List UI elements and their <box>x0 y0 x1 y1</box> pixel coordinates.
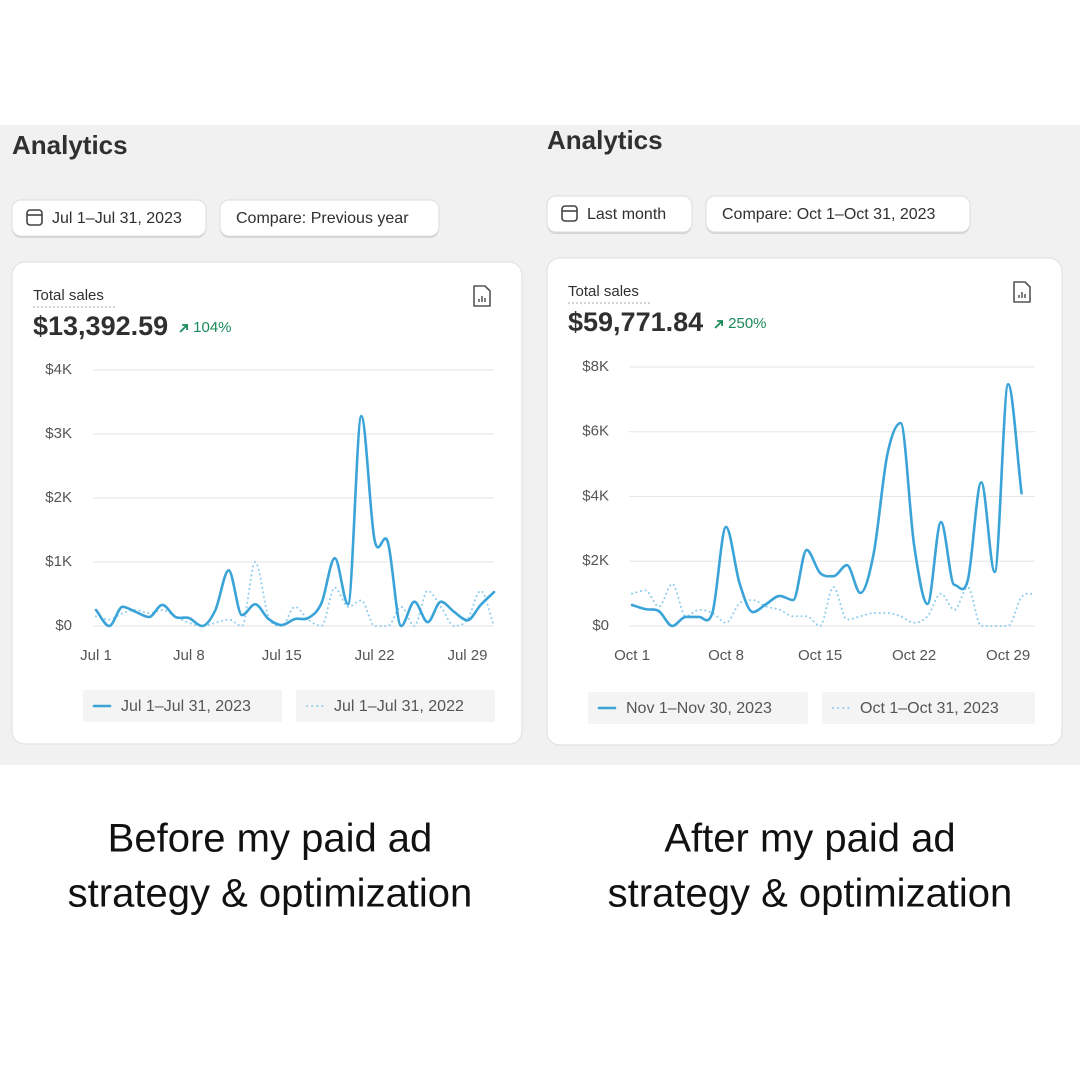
y-tick-label: $8K <box>582 358 609 375</box>
y-tick-label: $3K <box>45 425 72 442</box>
calendar-icon <box>26 209 43 226</box>
heading: Analytics <box>12 130 128 160</box>
series-line <box>630 382 1023 628</box>
legend-label: Nov 1–Nov 30, 2023 <box>626 700 772 717</box>
total-value: $59,771.84 <box>568 307 703 337</box>
y-tick-label: $4K <box>582 487 609 504</box>
y-tick-label: $6K <box>582 423 609 440</box>
x-tick-label: Jul 1 <box>80 647 112 664</box>
x-tick-label: Oct 22 <box>892 647 936 664</box>
caption: strategy & optimization <box>608 872 1013 916</box>
total-value: $13,392.59 <box>33 311 168 341</box>
legend-label: Jul 1–Jul 31, 2022 <box>334 698 464 715</box>
button-label: Last month <box>587 206 666 223</box>
series-line <box>95 560 495 628</box>
export-icon <box>478 296 486 302</box>
export-icon[interactable] <box>473 285 491 307</box>
x-tick-label: Jul 8 <box>173 647 205 664</box>
button-bg <box>219 199 440 237</box>
series-line <box>94 414 496 628</box>
y-tick-label: $0 <box>592 617 609 634</box>
legend-item[interactable]: Jul 1–Jul 31, 2023 <box>83 690 282 722</box>
legend-label: Jul 1–Jul 31, 2023 <box>121 698 251 715</box>
x-tick-label: Oct 29 <box>986 647 1030 664</box>
legend-bg <box>822 692 1035 724</box>
y-tick-label: $2K <box>582 552 609 569</box>
x-tick-label: Oct 15 <box>798 647 842 664</box>
heading: Analytics <box>547 125 663 155</box>
button[interactable]: Jul 1–Jul 31, 2023 <box>11 199 207 238</box>
change-value: 250% <box>728 315 766 332</box>
x-tick-label: Jul 22 <box>355 647 395 664</box>
series-line <box>631 582 1036 628</box>
legend-label: Oct 1–Oct 31, 2023 <box>860 700 999 717</box>
x-tick-label: Jul 15 <box>262 647 302 664</box>
button-label: Compare: Oct 1–Oct 31, 2023 <box>722 206 936 223</box>
button-bg <box>705 195 971 233</box>
button-label: Jul 1–Jul 31, 2023 <box>52 210 182 227</box>
export-icon <box>1018 292 1026 298</box>
button-label: Compare: Previous year <box>236 210 409 227</box>
button[interactable]: Compare: Oct 1–Oct 31, 2023 <box>705 195 971 234</box>
y-tick-label: $1K <box>45 553 72 570</box>
button-bg <box>546 195 693 233</box>
x-tick-label: Jul 29 <box>447 647 487 664</box>
legend-item[interactable]: Oct 1–Oct 31, 2023 <box>822 692 1035 724</box>
y-tick-label: $4K <box>45 361 72 378</box>
legend-bg <box>296 690 495 722</box>
card-title: Total sales <box>568 283 639 300</box>
button-bg <box>11 199 207 237</box>
change-value: 104% <box>193 319 231 336</box>
x-tick-label: Oct 8 <box>708 647 744 664</box>
trend-arrow <box>179 324 189 333</box>
caption: After my paid ad <box>664 817 955 861</box>
x-tick-label: Oct 1 <box>614 647 650 664</box>
legend-bg <box>83 690 282 722</box>
card <box>11 261 523 745</box>
y-tick-label: $2K <box>45 489 72 506</box>
card-title: Total sales <box>33 287 104 304</box>
button[interactable]: Compare: Previous year <box>219 199 440 238</box>
trend-arrow <box>714 320 724 329</box>
legend-bg <box>588 692 808 724</box>
y-tick-label: $0 <box>55 617 72 634</box>
caption: strategy & optimization <box>68 872 473 916</box>
button[interactable]: Last month <box>546 195 693 234</box>
calendar-icon <box>561 205 578 222</box>
legend-item[interactable]: Nov 1–Nov 30, 2023 <box>588 692 808 724</box>
export-icon[interactable] <box>1013 281 1031 303</box>
legend-item[interactable]: Jul 1–Jul 31, 2022 <box>296 690 495 722</box>
caption: Before my paid ad <box>108 817 433 861</box>
